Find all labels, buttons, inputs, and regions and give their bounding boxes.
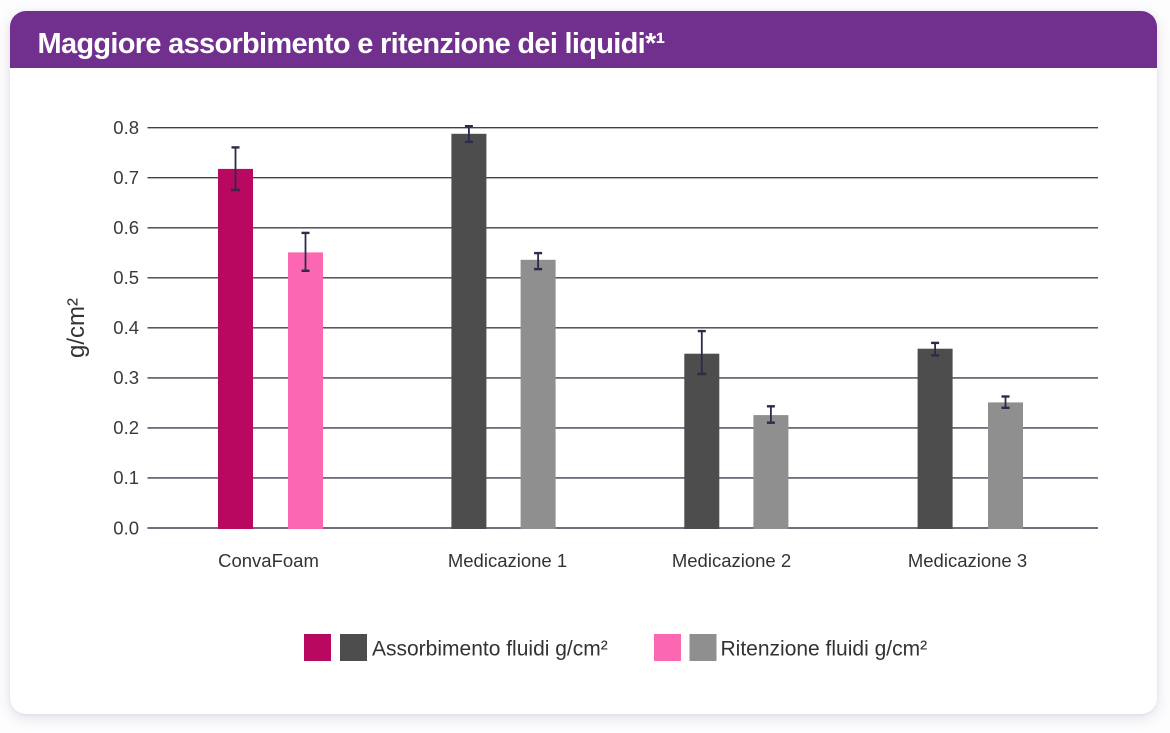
svg-text:0.2: 0.2: [113, 417, 139, 438]
svg-text:0.6: 0.6: [113, 217, 139, 238]
svg-text:Medicazione 3: Medicazione 3: [908, 550, 1027, 571]
svg-text:g/cm²: g/cm²: [63, 298, 90, 358]
svg-text:Maggiore assorbimento e ritenz: Maggiore assorbimento e ritenzione dei l…: [38, 28, 665, 60]
svg-text:Medicazione 2: Medicazione 2: [672, 550, 791, 571]
svg-text:0.1: 0.1: [113, 467, 139, 488]
svg-text:Ritenzione fluidi g/cm²: Ritenzione fluidi g/cm²: [721, 638, 928, 661]
svg-text:0.8: 0.8: [113, 117, 139, 138]
svg-text:0.4: 0.4: [113, 317, 139, 338]
svg-text:Assorbimento fluidi g/cm²: Assorbimento fluidi g/cm²: [372, 638, 608, 661]
svg-text:0.3: 0.3: [113, 367, 139, 388]
svg-text:0.5: 0.5: [113, 267, 139, 288]
svg-text:Medicazione 1: Medicazione 1: [448, 550, 567, 571]
svg-text:ConvaFoam: ConvaFoam: [218, 550, 319, 571]
svg-text:0.7: 0.7: [113, 167, 139, 188]
svg-text:0.0: 0.0: [113, 517, 139, 538]
